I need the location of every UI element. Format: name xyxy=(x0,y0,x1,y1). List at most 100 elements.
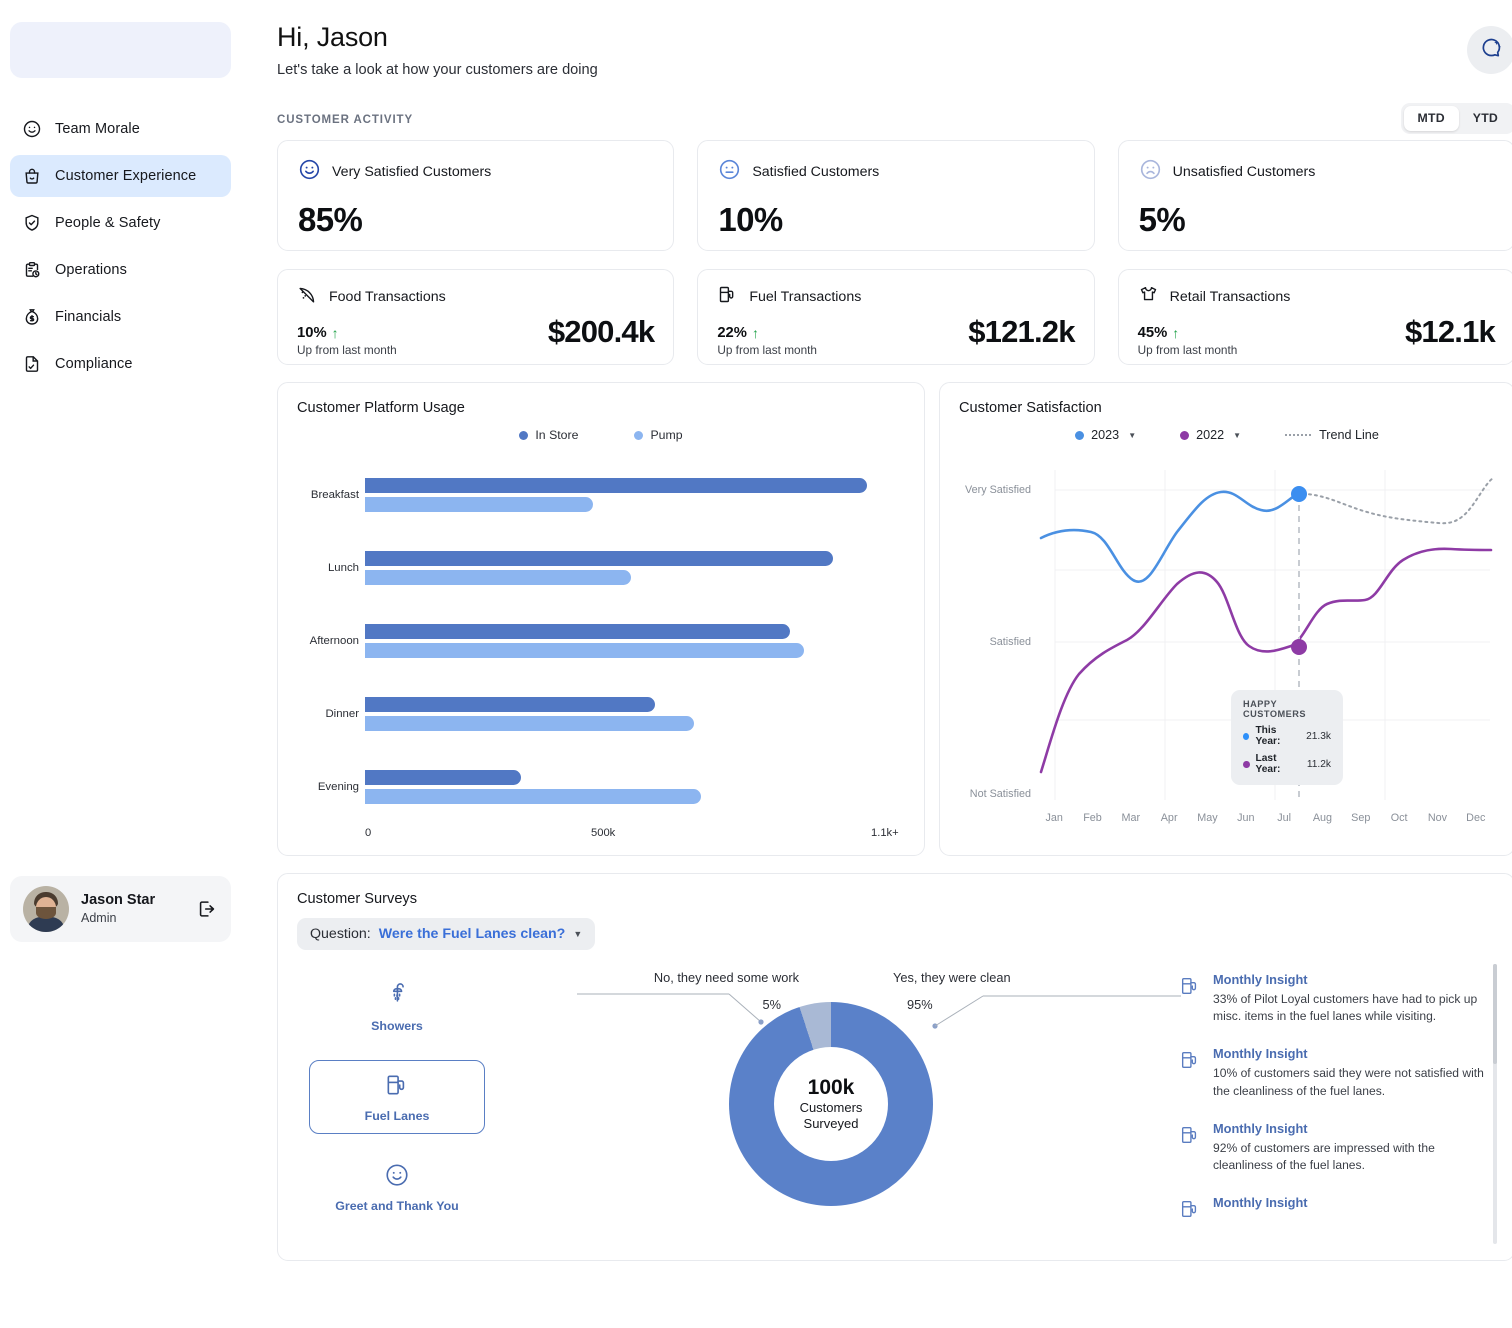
line-chart-legend: 2023 ▼ 2022 ▼ Trend Line xyxy=(959,428,1495,442)
bar-chart-x-axis: 0 500k 1.1k+ xyxy=(365,827,905,845)
survey-tab-fuel-lanes[interactable]: Fuel Lanes xyxy=(309,1060,485,1134)
ai-assistant-button[interactable] xyxy=(1467,26,1512,74)
scrollbar-thumb[interactable] xyxy=(1493,964,1497,1064)
kpi-card-very-satisfied[interactable]: Very Satisfied Customers 85% xyxy=(277,140,675,251)
insight-item[interactable]: Monthly Insight 92% of customers are imp… xyxy=(1179,1121,1495,1174)
legend-year-2022-selector[interactable]: 2022 ▼ xyxy=(1180,428,1241,442)
x-tick-label: Sep xyxy=(1351,812,1371,824)
profile-name: Jason Star xyxy=(81,891,156,908)
legend-item-in-store[interactable]: In Store xyxy=(519,428,578,442)
transaction-pct: 45% xyxy=(1137,325,1168,341)
bar-pump xyxy=(365,642,805,658)
shower-icon xyxy=(384,982,410,1013)
sidebar-item-label: People & Safety xyxy=(55,215,161,231)
chart-title: Customer Platform Usage xyxy=(297,400,465,416)
logout-icon[interactable] xyxy=(196,898,218,920)
fuel-pump-icon xyxy=(1179,1048,1201,1072)
line-chart-x-axis: Jan Feb Mar Apr May Jun Jul Aug Sep Oct Nov Dec xyxy=(1035,812,1495,824)
x-tick-label: 1.1k+ xyxy=(871,827,899,839)
dashed-line-icon xyxy=(1285,434,1312,436)
survey-tab-label: Showers xyxy=(371,1018,423,1033)
insight-item[interactable]: Monthly Insight 10% of customers said th… xyxy=(1179,1046,1495,1099)
chevron-down-icon: ▼ xyxy=(1233,430,1242,440)
kpi-title: Very Satisfied Customers xyxy=(332,164,492,180)
insight-item[interactable]: Monthly Insight xyxy=(1179,1195,1495,1221)
kpi-title: Satisfied Customers xyxy=(752,164,880,180)
legend-item-pump[interactable]: Pump xyxy=(634,428,683,442)
transaction-title: Fuel Transactions xyxy=(749,289,862,305)
donut-right-pct: 95% xyxy=(907,997,933,1012)
platform-usage-chart-card: Customer Platform Usage In Store Pump Br… xyxy=(277,382,925,856)
greeting-block: Hi, Jason Let's take a look at how your … xyxy=(277,0,1512,78)
customer-surveys-card: Customer Surveys Question: Were the Fuel… xyxy=(277,873,1512,1261)
transaction-amount: $200.4k xyxy=(547,314,655,349)
smiley-icon xyxy=(22,119,42,139)
bar-pump xyxy=(365,715,694,731)
tooltip-row-last-year: Last Year: 11.2k xyxy=(1243,753,1331,775)
legend-year-2023-selector[interactable]: 2023 ▼ xyxy=(1075,428,1136,442)
logo-placeholder xyxy=(10,22,231,78)
sidebar-item-customer-experience[interactable]: Customer Experience xyxy=(10,155,231,197)
sidebar-item-label: Customer Experience xyxy=(55,168,197,184)
date-range-toggle[interactable]: MTD YTD xyxy=(1400,103,1512,134)
x-tick-label: Jan xyxy=(1045,812,1063,824)
line-chart-y-axis: Very Satisfied Satisfied Not Satisfied xyxy=(959,450,1031,800)
sidebar-item-team-morale[interactable]: Team Morale xyxy=(10,108,231,150)
tooltip-dot xyxy=(1243,732,1250,740)
kpi-title: Unsatisfied Customers xyxy=(1172,164,1316,180)
sidebar-item-label: Team Morale xyxy=(55,121,140,137)
tooltip-title: HAPPY CUSTOMERS xyxy=(1243,699,1307,719)
tooltip-value: 21.3k xyxy=(1306,730,1331,742)
sidebar-item-people-safety[interactable]: People & Safety xyxy=(10,202,231,244)
donut-center-line2: Surveyed xyxy=(803,1116,859,1131)
legend-dot xyxy=(1075,430,1085,440)
x-tick-label: 500k xyxy=(591,827,616,839)
tooltip-label: Last Year: xyxy=(1255,753,1281,775)
sidebar-item-label: Financials xyxy=(55,309,122,325)
fuel-pump-icon xyxy=(384,1072,410,1103)
bar-category-label: Afternoon xyxy=(309,634,359,647)
kpi-card-unsatisfied[interactable]: Unsatisfied Customers 5% xyxy=(1117,140,1512,251)
kpi-card-satisfied[interactable]: Satisfied Customers 10% xyxy=(697,140,1095,251)
transaction-pct: 22% xyxy=(717,325,747,341)
monthly-insights-list: Monthly Insight 33% of Pilot Loyal custo… xyxy=(1165,964,1497,1244)
y-tick-label: Satisfied xyxy=(989,636,1031,648)
insight-text: 92% of customers are impressed with the … xyxy=(1213,1140,1435,1172)
x-tick-label: Apr xyxy=(1160,812,1178,824)
user-profile-card[interactable]: Jason Star Admin xyxy=(10,876,231,942)
y-tick-label: Very Satisfied xyxy=(964,484,1031,496)
legend-label: In Store xyxy=(535,428,579,442)
donut-left-pct: 5% xyxy=(762,997,782,1012)
range-option-mtd[interactable]: MTD xyxy=(1403,106,1459,131)
survey-question-dropdown[interactable]: Question: Were the Fuel Lanes clean? ▼ xyxy=(297,918,596,950)
survey-tab-showers[interactable]: Showers xyxy=(309,970,485,1044)
survey-tab-label: Greet and Thank You xyxy=(335,1198,459,1213)
chevron-down-icon: ▼ xyxy=(1128,430,1137,440)
insights-scrollbar[interactable] xyxy=(1493,964,1497,1244)
range-option-ytd[interactable]: YTD xyxy=(1472,111,1498,125)
donut-label-left: No, they need some work 5% xyxy=(549,970,799,1012)
sidebar-item-financials[interactable]: Financials xyxy=(10,296,231,338)
sidebar-item-operations[interactable]: Operations xyxy=(10,249,231,291)
bar-in-store xyxy=(365,769,521,785)
transaction-sub: Up from last month xyxy=(297,343,397,357)
sidebar-item-label: Compliance xyxy=(55,356,133,372)
transaction-card-row: Food Transactions 10% ↑ Up from last mon… xyxy=(277,269,1512,365)
bar-pump xyxy=(365,496,593,512)
sidebar-item-label: Operations xyxy=(55,262,127,278)
x-tick-label: Feb xyxy=(1083,812,1102,824)
bar-category-label: Lunch xyxy=(327,561,359,574)
donut-left-label: No, they need some work xyxy=(653,970,799,985)
survey-tab-greet-and-thank-you[interactable]: Greet and Thank You xyxy=(309,1150,485,1224)
main-content: Hi, Jason Let's take a look at how your … xyxy=(241,0,1512,1328)
bar-category-label: Dinner xyxy=(325,707,359,720)
transaction-card-food[interactable]: Food Transactions 10% ↑ Up from last mon… xyxy=(277,269,675,365)
legend-label: 2022 xyxy=(1196,428,1225,442)
sidebar-item-compliance[interactable]: Compliance xyxy=(10,343,231,385)
insight-item[interactable]: Monthly Insight 33% of Pilot Loyal custo… xyxy=(1179,972,1495,1025)
transaction-card-retail[interactable]: Retail Transactions 45% ↑ Up from last m… xyxy=(1117,269,1512,365)
transaction-card-fuel[interactable]: Fuel Transactions 22% ↑ Up from last mon… xyxy=(697,269,1095,365)
smiley-icon xyxy=(384,1162,410,1193)
legend-dot xyxy=(519,430,529,440)
smiley-neutral-icon xyxy=(718,158,741,186)
